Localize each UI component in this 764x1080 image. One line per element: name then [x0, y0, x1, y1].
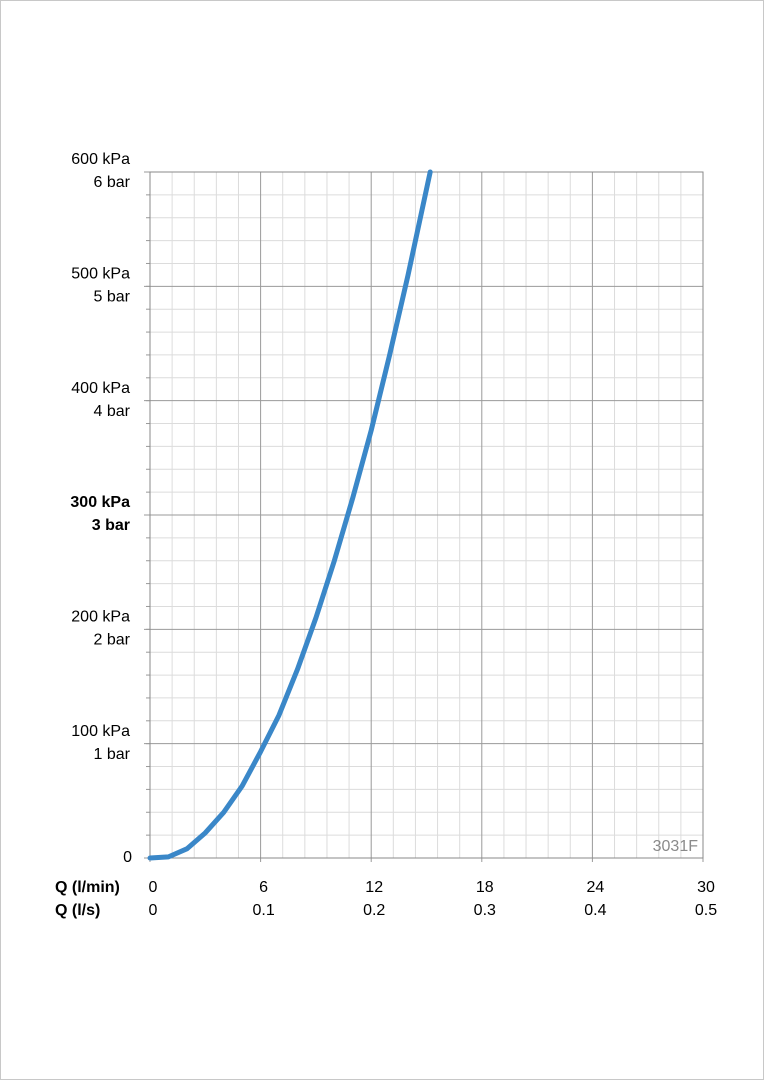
- y2-tick-label: 2 bar: [94, 632, 131, 649]
- x-tick-label: 24: [587, 879, 605, 896]
- x2-tick-label: 0.1: [252, 902, 274, 919]
- x2-tick-label: 0.3: [474, 902, 496, 919]
- y2-tick-label: 4 bar: [94, 403, 131, 420]
- x2-tick-label: 0: [149, 902, 158, 919]
- y-tick-label: 600 kPa: [71, 151, 130, 168]
- y-tick-label: 500 kPa: [71, 266, 130, 283]
- x-tick-label: 12: [365, 879, 383, 896]
- y2-tick-label: 6 bar: [94, 174, 131, 191]
- y-tick-label: 400 kPa: [71, 380, 130, 397]
- y-tick-label: 300 kPa: [70, 494, 130, 511]
- x2-tick-label: 0.2: [363, 902, 385, 919]
- plot-border: [149, 171, 704, 859]
- x2-tick-label: 0.5: [695, 902, 717, 919]
- x-axis-label: Q (l/min): [55, 879, 120, 896]
- x2-axis-label: Q (l/s): [55, 902, 100, 919]
- y2-tick-label: 1 bar: [94, 746, 131, 763]
- x-tick-label: 6: [259, 879, 268, 896]
- y-tick-label: 200 kPa: [71, 609, 130, 626]
- y-tick-label: 0: [123, 849, 132, 866]
- x-tick-label: 0: [149, 879, 158, 896]
- curve: [147, 169, 433, 861]
- y2-tick-label: 5 bar: [94, 289, 131, 306]
- x-tick-label: 18: [476, 879, 494, 896]
- annotation: 3031F: [653, 838, 699, 855]
- x2-tick-label: 0.4: [584, 902, 606, 919]
- grid: [144, 171, 704, 862]
- y2-tick-label: 3 bar: [92, 517, 130, 534]
- y-tick-label: 100 kPa: [71, 723, 130, 740]
- x-tick-label: 30: [697, 879, 715, 896]
